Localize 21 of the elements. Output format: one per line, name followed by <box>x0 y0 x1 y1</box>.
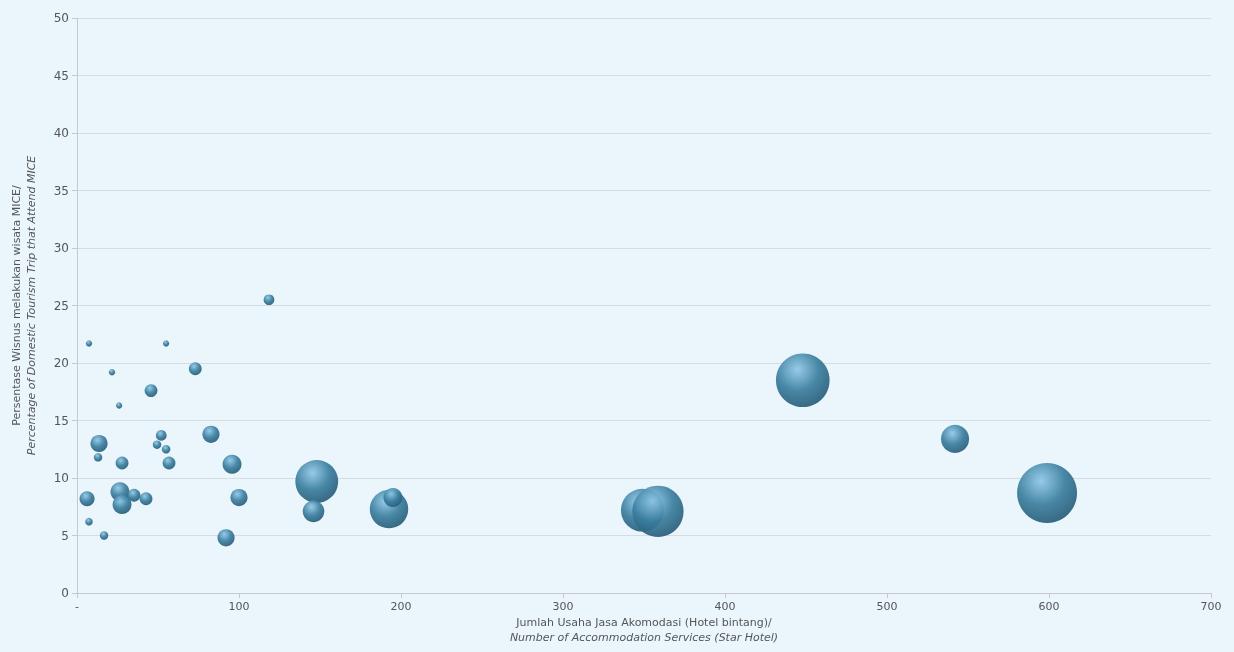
y-tick-label: 30 <box>53 241 69 255</box>
x-tick-label: 200 <box>390 600 412 613</box>
y-tick-label: 15 <box>53 413 69 428</box>
y-tick-label: 25 <box>53 298 69 313</box>
x-tick-label: 300 <box>552 600 574 613</box>
y-tick-label: 10 <box>53 471 69 485</box>
y-tick-label: 0 <box>61 586 69 600</box>
x-tick-label: 600 <box>1038 600 1060 613</box>
y-tick-label: 40 <box>53 126 69 140</box>
y-axis-title: Persentase Wisnus melakukan wisata MICE/ Percentage of Domestic Tourism Trip that Attend MICE <box>10 155 38 456</box>
y-tick-label: 5 <box>61 528 69 543</box>
x-tick-label: 400 <box>714 600 736 613</box>
x-tick-label: 100 <box>228 600 250 613</box>
y-tick-label: 50 <box>53 11 69 25</box>
y-tick-label: 20 <box>53 356 69 370</box>
y-tick-label: 35 <box>53 183 69 198</box>
x-axis-title: Jumlah Usaha Jasa Akomodasi (Hotel bintang)/ Number of Accommodation Services (Star Hotel) <box>509 616 779 644</box>
x-tick-label: 500 <box>876 600 898 613</box>
y-tick-label: 45 <box>53 68 69 83</box>
x-tick-label: 700 <box>1200 600 1222 613</box>
x-tick-label: - <box>75 600 80 613</box>
